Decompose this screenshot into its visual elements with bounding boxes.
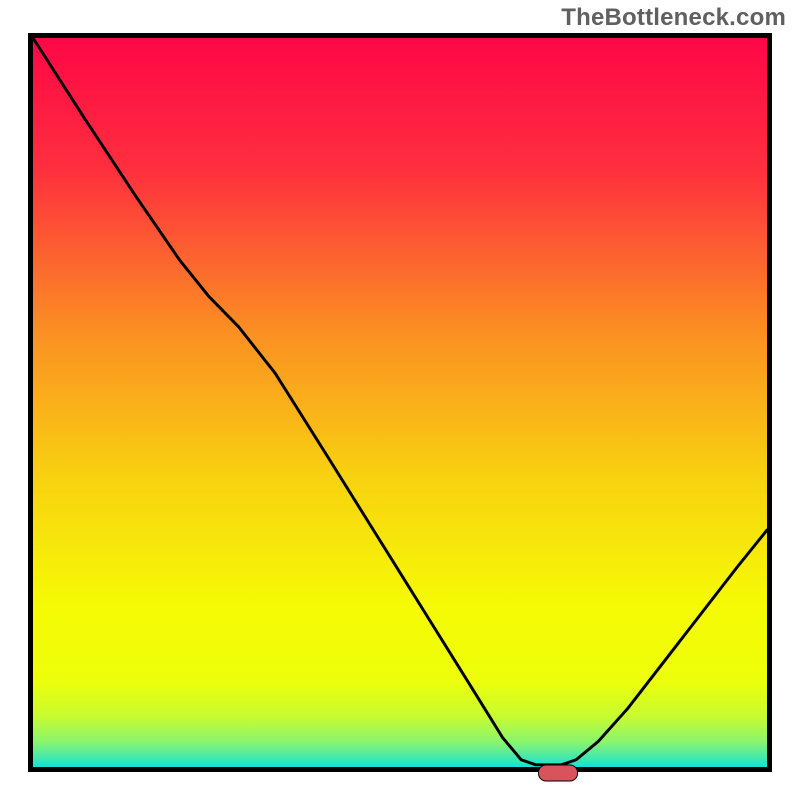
plot-frame bbox=[28, 33, 772, 772]
curve-path bbox=[33, 38, 767, 765]
bottleneck-curve bbox=[33, 38, 767, 767]
watermark-text: TheBottleneck.com bbox=[561, 4, 786, 32]
optimal-point-marker bbox=[538, 764, 578, 781]
chart-canvas: TheBottleneck.com bbox=[0, 0, 800, 800]
